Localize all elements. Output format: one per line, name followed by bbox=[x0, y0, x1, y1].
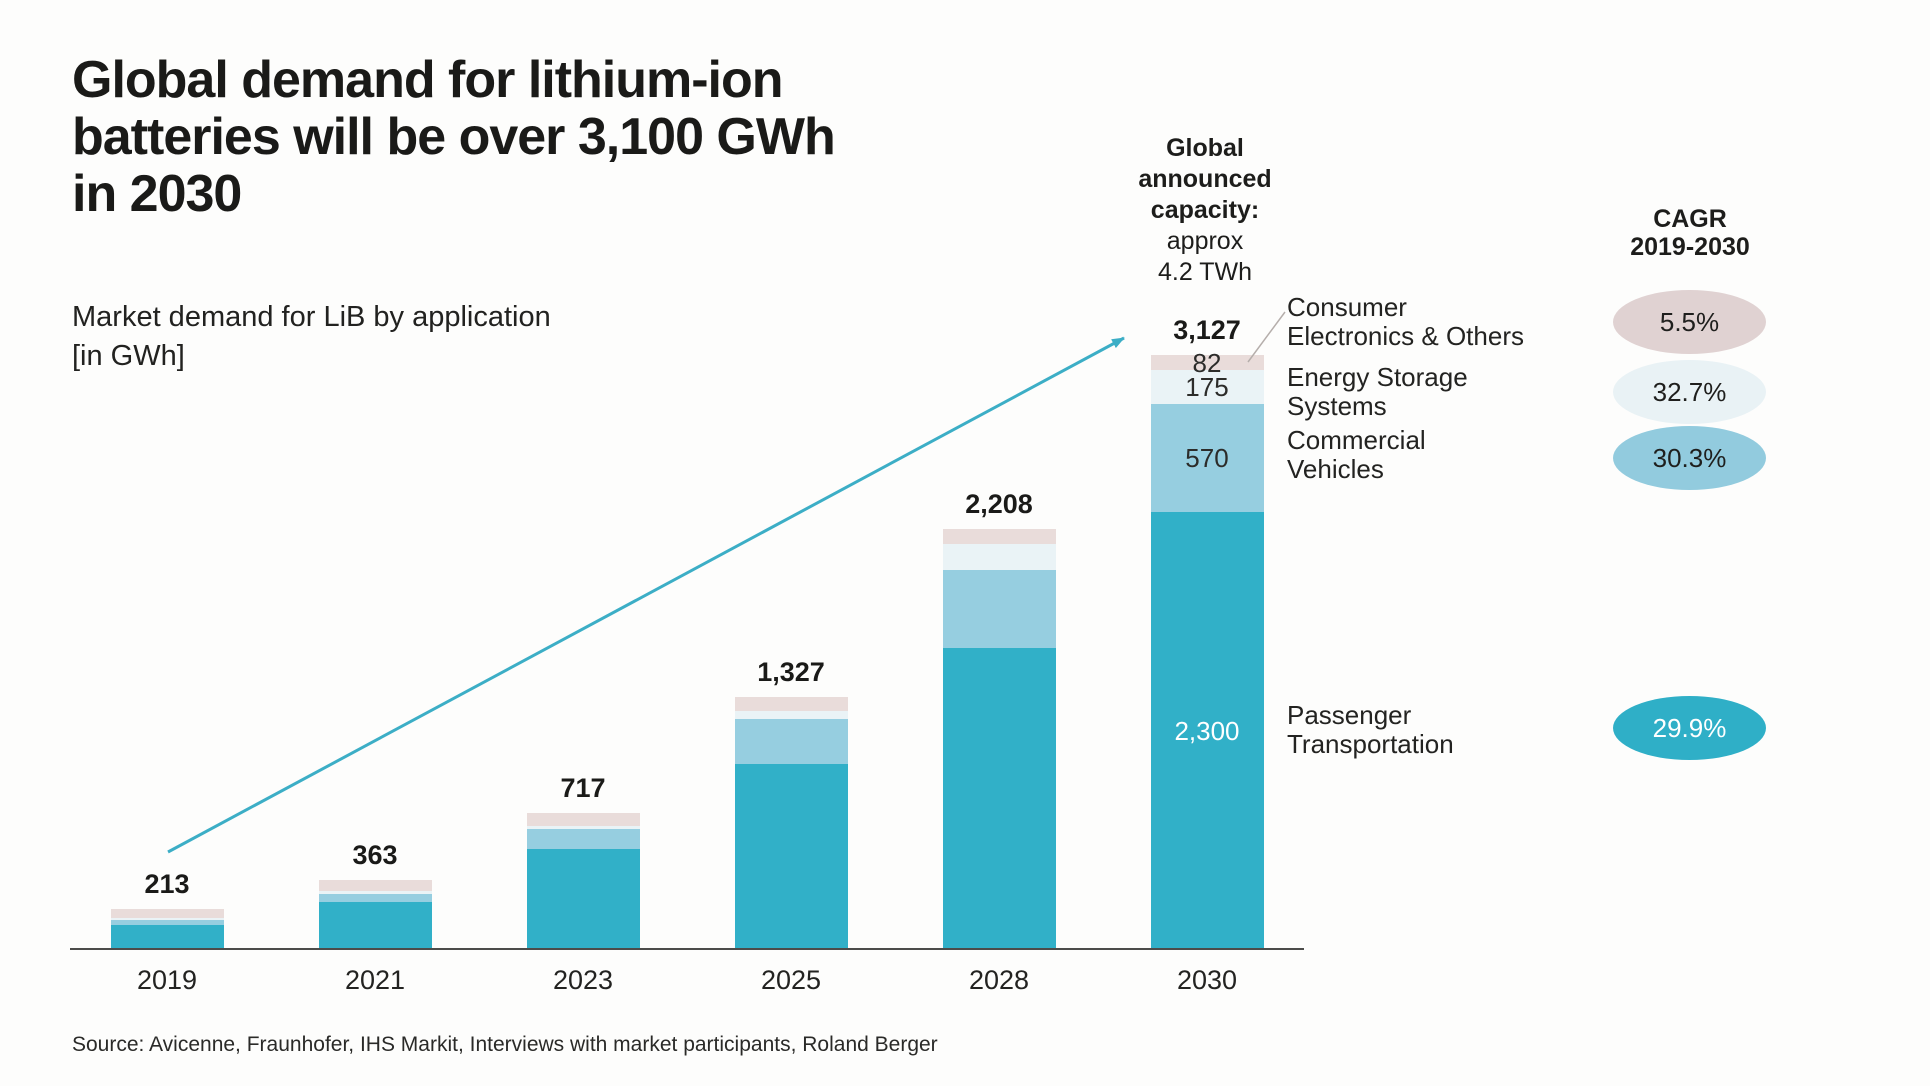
capacity-annotation-line: 4.2 TWh bbox=[1157, 258, 1253, 286]
cagr-header-line: 2019-2030 bbox=[1630, 233, 1750, 261]
x-axis-label-2019: 2019 bbox=[136, 965, 198, 995]
bar-segment-energy-storage-2025 bbox=[734, 710, 848, 720]
chart-subtitle-line: Market demand for LiB by application bbox=[72, 301, 551, 333]
bar-segment-commercial-vehicles-2019 bbox=[110, 919, 224, 926]
legend-item-label-line: Transportation bbox=[1287, 729, 1454, 759]
source-note: Source: Avicenne, Fraunhofer, IHS Markit… bbox=[72, 1033, 938, 1056]
page-title: Global demand for lithium-ion batteries … bbox=[72, 51, 836, 223]
segment-value-label-consumer-electronics: 82 bbox=[1192, 347, 1222, 378]
legend-item-commercial-vehicles: Commercial Vehicles bbox=[1287, 426, 1426, 484]
x-axis-label-2028: 2028 bbox=[968, 965, 1030, 995]
bar-segment-consumer-electronics-2028 bbox=[942, 529, 1056, 544]
bar-segment-energy-storage-2030 bbox=[1150, 370, 1264, 404]
bar-segment-consumer-electronics-2019 bbox=[110, 908, 224, 919]
legend-item-label-line: Systems bbox=[1287, 391, 1387, 421]
bar-segment-passenger-transportation-2025 bbox=[734, 764, 848, 949]
chart-subtitle: Market demand for LiB by application [in… bbox=[72, 298, 551, 376]
legend-item-energy-storage: Energy Storage Systems bbox=[1287, 363, 1468, 421]
page-title-line: batteries will be over 3,100 GWh bbox=[72, 108, 836, 166]
bar-segment-energy-storage-2023 bbox=[526, 826, 640, 830]
x-axis-line bbox=[70, 948, 1304, 950]
bar-total-label-2021: 363 bbox=[352, 840, 398, 871]
cagr-header-line: CAGR bbox=[1653, 205, 1727, 233]
bar-segment-energy-storage-2019 bbox=[110, 918, 224, 920]
bar-segment-energy-storage-2028 bbox=[942, 543, 1056, 571]
capacity-annotation-line: Global bbox=[1166, 134, 1244, 162]
bar-segment-passenger-transportation-2021 bbox=[318, 902, 432, 949]
legend-item-label-line: Energy Storage bbox=[1287, 362, 1468, 392]
capacity-annotation-line: capacity: bbox=[1150, 196, 1260, 224]
bar-segment-commercial-vehicles-2023 bbox=[526, 829, 640, 850]
bar-segment-commercial-vehicles-2030 bbox=[1150, 403, 1264, 512]
page-title-line: in 2030 bbox=[72, 165, 242, 223]
x-axis-label-2021: 2021 bbox=[344, 965, 406, 995]
page-title-line: Global demand for lithium-ion bbox=[72, 51, 784, 109]
cagr-pill-commercial-vehicles: 30.3% bbox=[1613, 426, 1766, 490]
bar-segment-consumer-electronics-2030 bbox=[1150, 354, 1264, 371]
x-axis-label-2030: 2030 bbox=[1176, 965, 1238, 995]
bar-total-label-2030: 3,127 bbox=[1173, 314, 1241, 345]
segment-value-label-passenger-transportation: 2,300 bbox=[1174, 715, 1240, 746]
bar-segment-commercial-vehicles-2025 bbox=[734, 719, 848, 765]
cagr-pill-energy-storage: 32.7% bbox=[1613, 360, 1766, 424]
bar-segment-passenger-transportation-2019 bbox=[110, 925, 224, 949]
bar-segment-consumer-electronics-2021 bbox=[318, 880, 432, 891]
legend-item-label-line: Consumer bbox=[1287, 292, 1407, 322]
legend-item-label-line: Commercial bbox=[1287, 425, 1426, 455]
bar-segment-passenger-transportation-2030 bbox=[1150, 512, 1264, 949]
bar-segment-passenger-transportation-2023 bbox=[526, 849, 640, 949]
cagr-pill-consumer-electronics: 5.5% bbox=[1613, 290, 1766, 354]
bar-total-label-2025: 1,327 bbox=[757, 656, 825, 687]
bar-segment-commercial-vehicles-2028 bbox=[942, 570, 1056, 648]
legend-item-label-line: Passenger bbox=[1287, 700, 1412, 730]
cagr-pill-passenger-transportation: 29.9% bbox=[1613, 696, 1766, 760]
segment-value-label-energy-storage: 175 bbox=[1185, 372, 1229, 403]
legend-item-label-line: Electronics & Others bbox=[1287, 321, 1524, 351]
bar-segment-passenger-transportation-2028 bbox=[942, 647, 1056, 949]
bar-segment-commercial-vehicles-2021 bbox=[318, 893, 432, 903]
legend-item-passenger-transportation: Passenger Transportation bbox=[1287, 701, 1454, 759]
bar-segment-consumer-electronics-2023 bbox=[526, 812, 640, 827]
bar-total-label-2019: 213 bbox=[144, 868, 190, 899]
x-axis-label-2025: 2025 bbox=[760, 965, 822, 995]
bar-total-label-2028: 2,208 bbox=[965, 489, 1033, 520]
legend-item-consumer-electronics: Consumer Electronics & Others bbox=[1287, 293, 1524, 351]
bar-total-label-2023: 717 bbox=[560, 772, 606, 803]
bar-segment-consumer-electronics-2025 bbox=[734, 696, 848, 711]
segment-value-label-commercial-vehicles: 570 bbox=[1185, 442, 1229, 473]
capacity-annotation-line: announced bbox=[1138, 165, 1272, 193]
legend-item-label-line: Vehicles bbox=[1287, 454, 1384, 484]
capacity-annotation: Global announced capacity: approx 4.2 TW… bbox=[1085, 133, 1325, 288]
chart-subtitle-line: [in GWh] bbox=[72, 340, 185, 372]
cagr-column-header: CAGR 2019-2030 bbox=[1605, 205, 1775, 261]
x-axis-label-2023: 2023 bbox=[552, 965, 614, 995]
capacity-annotation-line: approx bbox=[1166, 227, 1244, 255]
bar-segment-energy-storage-2021 bbox=[318, 890, 432, 894]
